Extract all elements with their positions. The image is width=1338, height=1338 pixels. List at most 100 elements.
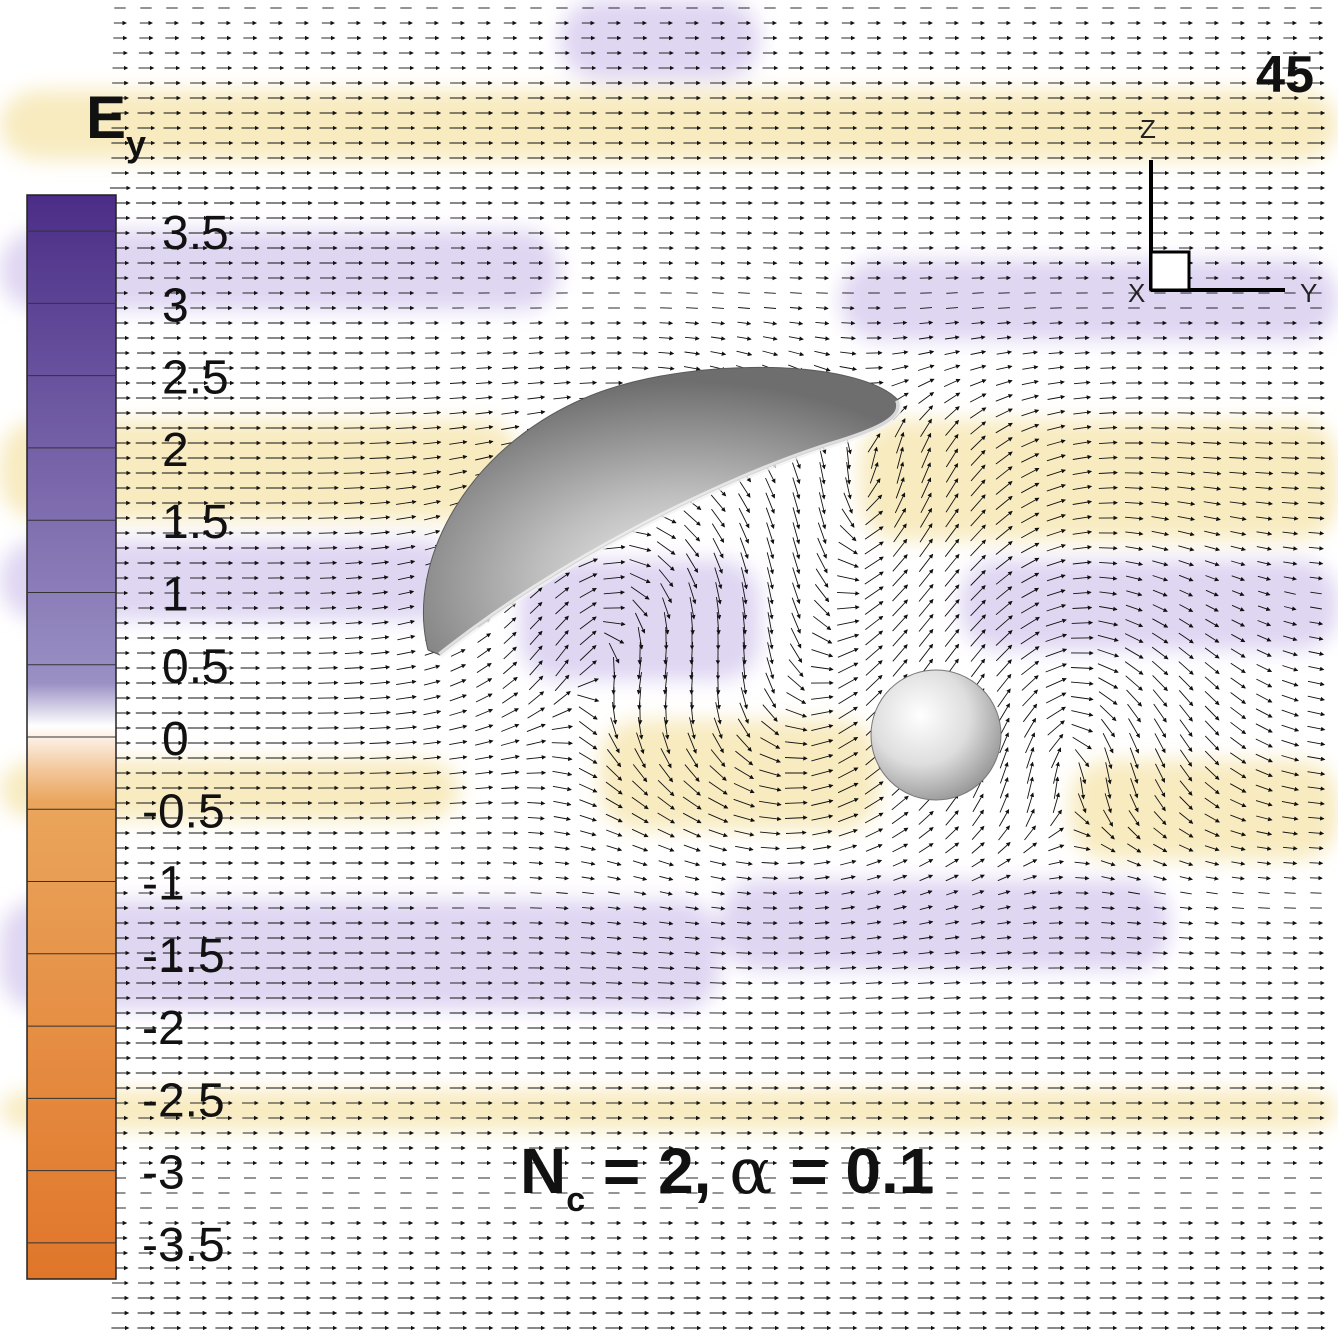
field-vector: [1203, 486, 1222, 491]
field-vector: [792, 582, 801, 605]
field-vector: [920, 432, 932, 453]
field-vector: [1022, 950, 1039, 956]
field-vector: [945, 448, 959, 468]
field-vector: [503, 617, 517, 629]
field-vector: [580, 845, 597, 852]
field-vector: [945, 858, 960, 868]
field-vector: [1100, 365, 1117, 371]
colorbar-tick-label: -0.5: [142, 785, 225, 838]
field-vector: [475, 708, 494, 717]
field-vector: [684, 860, 701, 867]
field-vector: [840, 335, 856, 341]
field-vector: [1021, 394, 1040, 401]
field-vector: [1203, 471, 1222, 476]
field-vector: [762, 336, 778, 341]
field-vector: [370, 500, 391, 505]
field-vector: [995, 394, 1013, 402]
field-vector: [1151, 486, 1170, 491]
field-vector: [554, 350, 571, 356]
field-vector: [1072, 469, 1093, 476]
field-vector: [1307, 500, 1325, 506]
field-vector: [792, 567, 801, 590]
field-vector: [892, 569, 908, 587]
field-vector: [786, 692, 807, 704]
field-vector: [579, 380, 598, 386]
field-vector: [318, 530, 338, 536]
field-vector: [1204, 545, 1221, 552]
field-vector: [1021, 438, 1040, 448]
field-vector: [892, 859, 908, 867]
field-vector: [529, 335, 544, 341]
field-vector: [711, 891, 726, 896]
field-vector: [792, 507, 801, 530]
field-vector: [397, 559, 416, 566]
field-vector: [581, 861, 596, 866]
field-vector: [554, 846, 571, 851]
field-vector: [423, 755, 442, 760]
field-vector: [658, 569, 674, 588]
field-vector: [921, 447, 931, 469]
field-vector: [919, 320, 934, 325]
field-vector: [817, 522, 827, 545]
field-vector: [837, 633, 860, 642]
field-vector: [945, 874, 959, 882]
field-vector: [343, 710, 365, 715]
field-vector: [1023, 874, 1038, 881]
field-vector: [995, 571, 1013, 585]
field-vector: [398, 604, 415, 611]
field-vector: [997, 335, 1012, 340]
field-vector: [918, 613, 934, 632]
field-vector: [1046, 529, 1066, 537]
field-vector: [318, 680, 339, 686]
field-vector: [396, 800, 417, 806]
field-vector: [1229, 456, 1248, 461]
field-vector: [1307, 740, 1326, 747]
field-vector: [1021, 453, 1040, 463]
field-vector: [1177, 486, 1196, 491]
field-vector: [766, 657, 775, 680]
field-vector: [578, 706, 598, 720]
field-vector: [631, 365, 649, 371]
field-vector: [1151, 471, 1170, 476]
field-vector: [1204, 720, 1220, 736]
field-vector: [579, 573, 598, 583]
axis-x-label: X: [1128, 278, 1145, 308]
field-vector: [767, 582, 774, 605]
field-vector: [995, 510, 1013, 525]
field-vector: [865, 980, 883, 986]
field-vector: [891, 827, 909, 839]
field-vector: [813, 860, 831, 865]
field-vector: [528, 365, 545, 370]
field-vector: [891, 379, 910, 387]
field-vector: [1023, 335, 1038, 340]
field-vector: [713, 552, 723, 574]
field-vector: [1153, 859, 1168, 867]
field-vector: [345, 575, 363, 580]
field-vector: [396, 664, 417, 671]
field-vector: [945, 419, 959, 436]
field-vector: [346, 590, 363, 595]
field-vector: [395, 425, 418, 430]
field-vector: [1179, 589, 1194, 597]
field-vector: [735, 845, 754, 852]
field-vector: [1075, 875, 1090, 881]
field-vector: [527, 801, 546, 806]
field-vector: [766, 567, 774, 590]
field-vector: [632, 599, 648, 617]
field-vector: [1179, 704, 1193, 722]
field-vector: [632, 860, 648, 867]
field-vector: [607, 876, 622, 881]
field-vector: [397, 634, 416, 641]
field-vector: [578, 558, 598, 568]
field-vector: [633, 875, 648, 881]
field-vector: [1281, 694, 1299, 702]
field-vector: [606, 829, 623, 837]
field-vector: [1177, 440, 1196, 446]
field-vector: [944, 613, 960, 632]
field-vector: [1255, 471, 1274, 476]
field-vector: [631, 828, 649, 838]
field-vector: [1098, 485, 1118, 491]
field-vector: [1025, 732, 1036, 754]
field-vector: [395, 395, 417, 401]
field-vector: [370, 515, 391, 520]
